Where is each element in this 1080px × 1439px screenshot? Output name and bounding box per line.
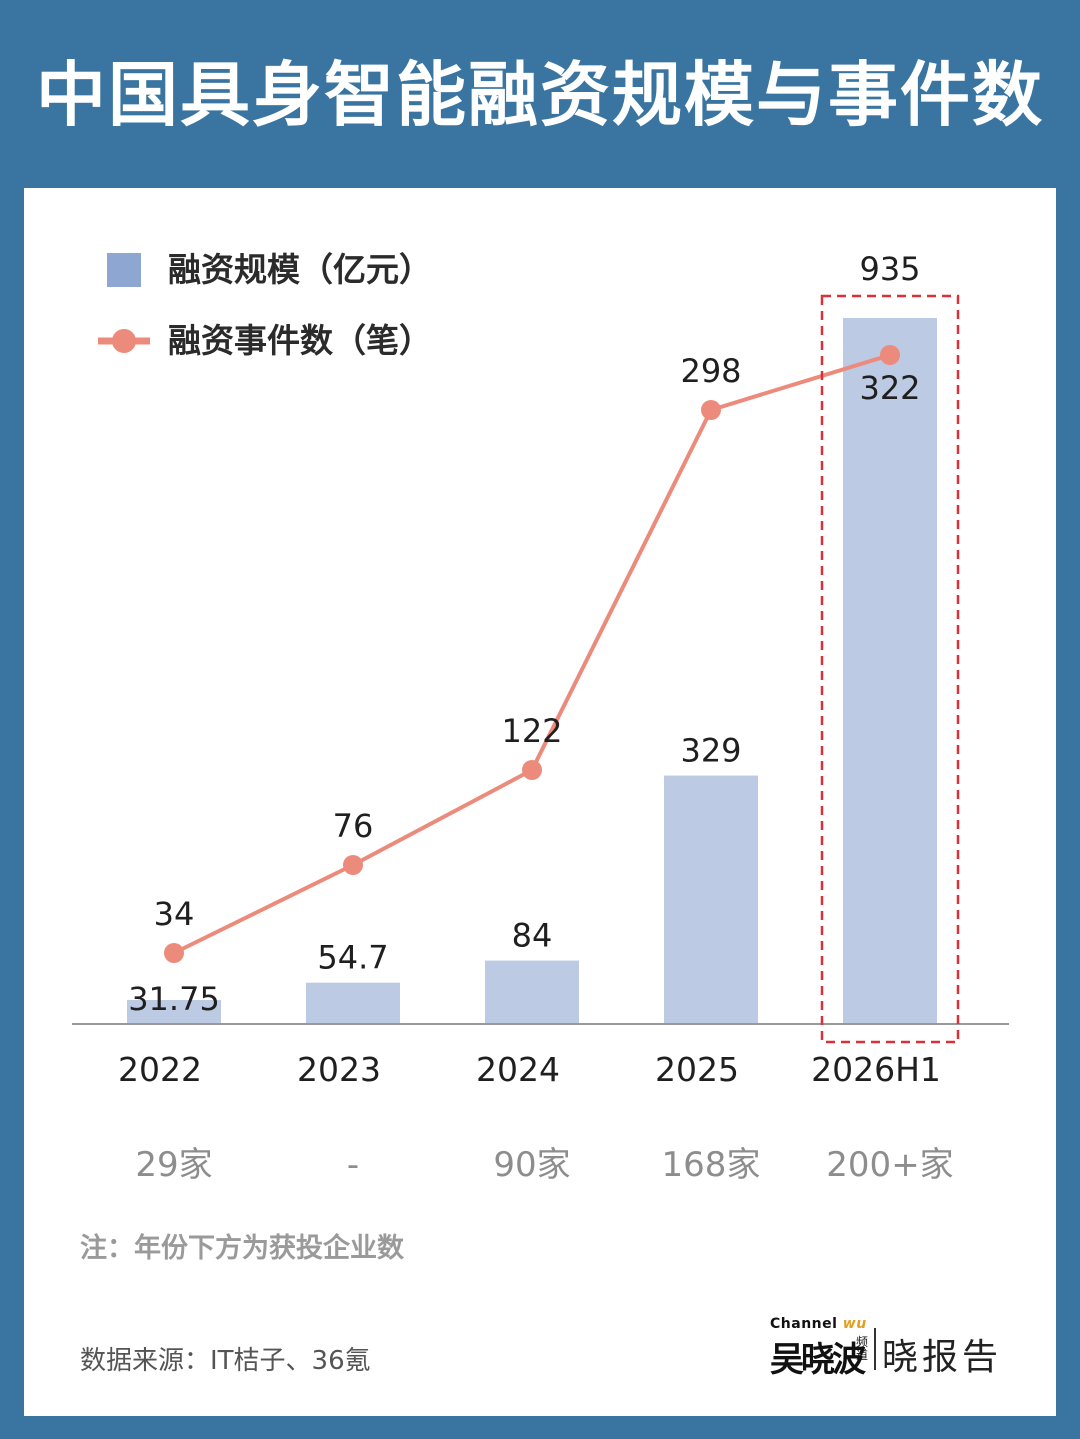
x-tick-label: 2022 [118, 1050, 202, 1089]
bar-value-label: 84 [512, 917, 553, 955]
line-point [701, 400, 721, 420]
bar-2025 [664, 775, 758, 1024]
logo-channel-suffix: wu [842, 1316, 867, 1332]
bar-series [127, 318, 937, 1024]
x-tick-label: 2025 [655, 1050, 739, 1089]
line-point [880, 345, 900, 365]
data-labels: 31.75 34 54.7 76 84 122 329 298 935 322 [128, 250, 920, 1018]
bar-value-label: 935 [859, 250, 920, 288]
logo-separator [874, 1328, 876, 1370]
line-series [164, 345, 900, 963]
line-value-label: 34 [154, 895, 195, 933]
logo-channel-text: Channel wu [770, 1316, 867, 1332]
company-count: 168家 [662, 1145, 761, 1185]
event-count-line [173, 353, 891, 955]
data-source: 数据来源：IT桔子、36氪 [80, 1346, 371, 1376]
bar-value-label: 54.7 [317, 939, 388, 977]
company-count: 200+家 [826, 1145, 953, 1185]
legend-line-label: 融资事件数（笔） [168, 321, 432, 360]
company-count: - [347, 1145, 359, 1185]
logo-channel-word: Channel [770, 1316, 838, 1332]
bar-2022 [127, 1000, 221, 1024]
page-title: 中国具身智能融资规模与事件数 [36, 54, 1044, 136]
company-count: 29家 [135, 1145, 212, 1185]
line-value-label: 122 [501, 712, 562, 750]
logo-brand-text: 吴晓波 [770, 1340, 866, 1380]
line-value-label: 322 [859, 369, 920, 407]
x-tick-label: 2024 [476, 1050, 560, 1089]
line-point [164, 943, 184, 963]
line-value-label: 76 [333, 807, 374, 845]
bar-value-label: 329 [680, 732, 741, 770]
legend-line-marker [112, 329, 136, 353]
brand-logo: Channel wu 吴晓波 频道 晓报告 [770, 1316, 1010, 1380]
company-count-labels: 29家 - 90家 168家 200+家 [135, 1145, 953, 1185]
bar-2023 [306, 982, 400, 1024]
bar-2024 [485, 960, 579, 1024]
footnote: 注：年份下方为获投企业数 [80, 1233, 404, 1264]
x-tick-label: 2026H1 [811, 1050, 941, 1089]
x-tick-labels: 2022 2023 2024 2025 2026H1 [118, 1050, 941, 1089]
bar-value-label: 31.75 [128, 980, 220, 1018]
legend-bar-label: 融资规模（亿元） [168, 250, 432, 289]
logo-brand-sub: 频道 [856, 1335, 869, 1362]
line-value-label: 298 [680, 352, 741, 390]
company-count: 90家 [493, 1145, 570, 1185]
legend-bar-swatch [107, 253, 141, 287]
chart-panel: 融资规模（亿元） 融资事件数（笔） 31.75 34 54.7 76 84 122 329 2… [24, 188, 1056, 1416]
legend: 融资规模（亿元） 融资事件数（笔） [98, 250, 432, 360]
line-point [522, 760, 542, 780]
x-tick-label: 2023 [297, 1050, 381, 1089]
bar-2026H1 [843, 318, 937, 1024]
line-point [343, 855, 363, 875]
logo-report-text: 晓报告 [882, 1337, 1003, 1378]
highlight-box [820, 294, 960, 1044]
chart-canvas: 融资规模（亿元） 融资事件数（笔） 31.75 34 54.7 76 84 122 329 2… [72, 250, 1009, 1185]
